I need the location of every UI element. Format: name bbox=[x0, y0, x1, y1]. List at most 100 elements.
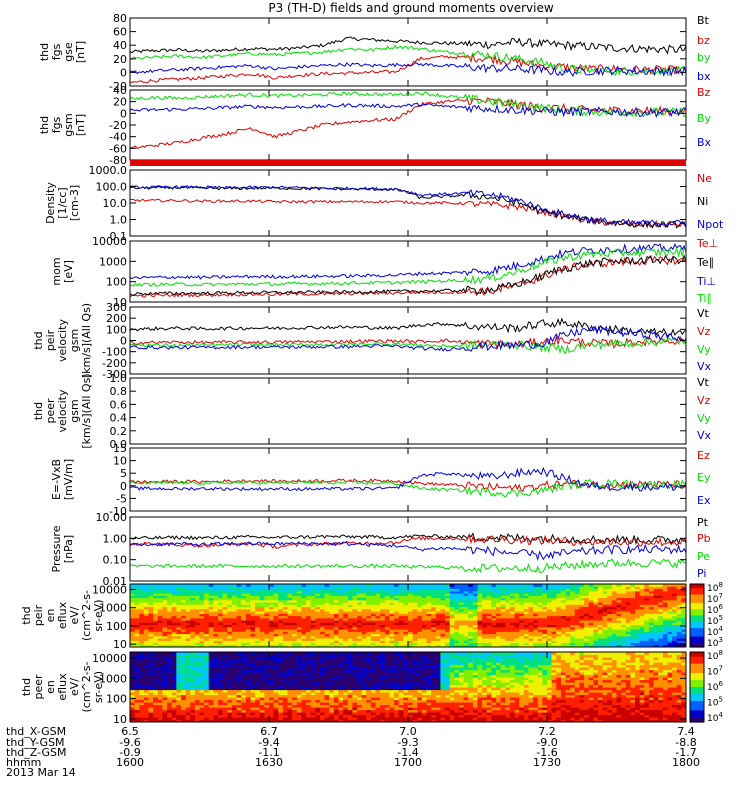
spectrogram-cell bbox=[250, 606, 256, 610]
spectrogram-cell bbox=[523, 584, 530, 587]
spectrogram-cell bbox=[593, 617, 599, 621]
spectrogram-cell bbox=[139, 633, 145, 637]
spectrogram-cell bbox=[329, 662, 335, 666]
spectrogram-cell bbox=[306, 697, 312, 701]
spectrogram-cell bbox=[245, 657, 252, 661]
spectrogram-cell bbox=[500, 638, 506, 641]
spectrogram-cell bbox=[570, 606, 576, 610]
spectrogram-cell bbox=[250, 588, 256, 592]
spectrogram-cell bbox=[319, 699, 326, 703]
spectrogram-cell bbox=[472, 613, 479, 617]
spectrogram-cell bbox=[519, 620, 525, 623]
spectrogram-cell bbox=[588, 602, 594, 605]
spectrogram-cell bbox=[227, 652, 233, 656]
spectrogram-cell bbox=[301, 662, 307, 666]
spectrogram-cell bbox=[269, 595, 275, 599]
spectrogram-cell bbox=[440, 606, 446, 610]
spectrogram-cell bbox=[278, 602, 284, 605]
spectrogram-cell bbox=[287, 631, 293, 635]
spectrogram-cell bbox=[445, 611, 451, 614]
spectrogram-cell bbox=[593, 638, 599, 641]
spectrogram-cell bbox=[241, 617, 247, 621]
spectrogram-cell bbox=[662, 642, 669, 646]
spectrogram-cell bbox=[227, 588, 233, 592]
spectrogram-cell bbox=[579, 622, 585, 626]
spectrogram-cell bbox=[148, 654, 154, 658]
spectrogram-cell bbox=[245, 677, 252, 681]
spectrogram-cell bbox=[273, 652, 279, 656]
spectrogram-cell bbox=[157, 604, 164, 608]
spectrogram-cell bbox=[130, 608, 136, 612]
spectrogram-cell bbox=[537, 602, 543, 605]
spectrogram-cell bbox=[366, 595, 372, 599]
spectrogram-cell bbox=[204, 692, 210, 696]
spectrogram-cell bbox=[292, 642, 298, 646]
spectrogram-cell bbox=[565, 631, 571, 635]
spectrogram-cell bbox=[250, 679, 256, 683]
spectrogram-cell bbox=[269, 702, 275, 706]
spectrogram-cell bbox=[287, 692, 293, 696]
spectrogram-cell bbox=[153, 588, 159, 592]
spectrogram-cell bbox=[245, 608, 252, 612]
spectrogram-cell bbox=[245, 669, 252, 673]
spectrogram-cell bbox=[329, 590, 335, 594]
spectrogram-cell bbox=[324, 709, 330, 713]
spectrogram-cell bbox=[343, 599, 349, 603]
spectrogram-cell bbox=[584, 588, 590, 592]
spectrogram-cell bbox=[449, 595, 455, 599]
spectrogram-cell bbox=[245, 707, 252, 711]
spectrogram-cell bbox=[157, 652, 164, 656]
spectrogram-cell bbox=[421, 626, 428, 630]
spectrogram-cell bbox=[421, 611, 428, 614]
spectrogram-cell bbox=[264, 682, 270, 686]
spectrogram-cell bbox=[296, 599, 303, 603]
spectrogram-cell bbox=[218, 590, 224, 594]
spectrogram-cell bbox=[199, 635, 205, 639]
spectrogram-cell bbox=[315, 692, 321, 696]
spectrogram-cell bbox=[648, 590, 655, 594]
spectrogram-cell bbox=[556, 638, 562, 641]
spectrogram-cell bbox=[648, 613, 655, 617]
spectrogram-cell bbox=[319, 624, 326, 628]
spectrogram-cell bbox=[375, 617, 381, 621]
spectrogram-cell bbox=[287, 606, 293, 610]
spectrogram-cell bbox=[324, 652, 330, 656]
spectrogram-cell bbox=[208, 622, 214, 626]
spectrogram-cell bbox=[287, 654, 293, 658]
spectrogram-cell bbox=[143, 588, 150, 592]
spectrogram-cell bbox=[408, 629, 414, 632]
spectrogram-cell bbox=[296, 640, 303, 644]
spectrogram-cell bbox=[139, 689, 145, 693]
spectrogram-cell bbox=[607, 611, 613, 614]
spectrogram-cell bbox=[648, 611, 655, 614]
spectrogram-cell bbox=[565, 599, 571, 603]
spectrogram-cell bbox=[134, 633, 140, 637]
spectrogram-cell bbox=[231, 704, 238, 708]
spectrogram-cell bbox=[653, 617, 659, 621]
spectrogram-cell bbox=[273, 624, 279, 628]
spectrogram-cell bbox=[635, 595, 641, 599]
spectrogram-cell bbox=[162, 679, 168, 683]
spectrogram-cell bbox=[199, 606, 205, 610]
spectrogram-cell bbox=[236, 611, 242, 614]
spectrogram-cell bbox=[472, 584, 479, 587]
spectrogram-cell bbox=[324, 588, 330, 592]
spectrogram-cell bbox=[681, 608, 686, 612]
spectrogram-cell bbox=[255, 584, 261, 587]
spectrogram-cell bbox=[241, 697, 247, 701]
spectrogram-cell bbox=[477, 615, 483, 619]
spectrogram-cell bbox=[551, 586, 557, 590]
spectrogram-cell bbox=[185, 642, 191, 646]
spectrogram-cell bbox=[375, 611, 381, 614]
spectrogram-cell bbox=[245, 640, 252, 644]
spectrogram-cell bbox=[329, 622, 335, 626]
spectrogram-cell bbox=[213, 631, 219, 635]
spectrogram-cell bbox=[384, 615, 391, 619]
spectrogram-cell bbox=[180, 709, 187, 713]
spectrogram-cell bbox=[282, 717, 289, 721]
spectrogram-cell bbox=[681, 584, 686, 587]
spectrogram-cell bbox=[250, 633, 256, 637]
colorbar-cell bbox=[690, 638, 704, 642]
spectrogram-cell bbox=[477, 626, 483, 630]
